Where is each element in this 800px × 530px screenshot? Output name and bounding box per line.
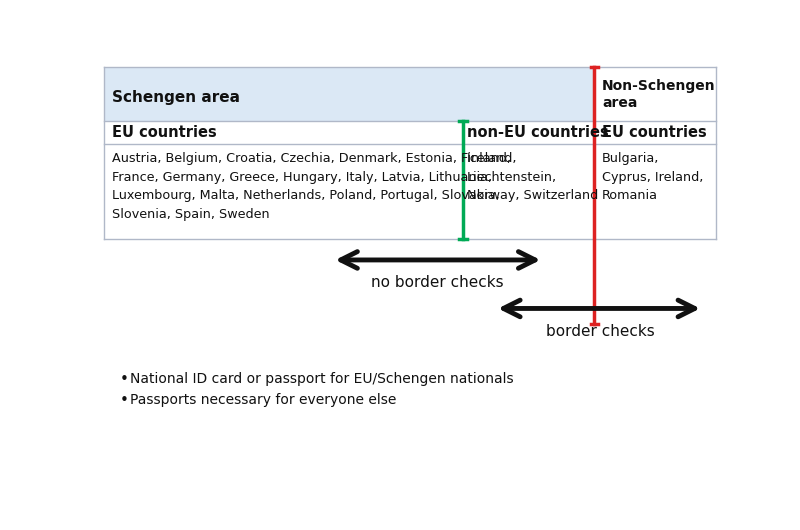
Text: EU countries: EU countries (112, 126, 216, 140)
Text: EU countries: EU countries (602, 126, 707, 140)
Text: border checks: border checks (546, 324, 654, 339)
Text: Iceland,
Liechtenstein,
Norway, Switzerland: Iceland, Liechtenstein, Norway, Switzerl… (466, 152, 598, 202)
Bar (104, 67, 716, 121)
Bar (104, 67, 716, 239)
Text: Non-Schengen
area: Non-Schengen area (602, 79, 716, 110)
Text: Bulgaria,
Cyprus, Ireland,
Romania: Bulgaria, Cyprus, Ireland, Romania (602, 152, 703, 202)
Text: non-EU countries: non-EU countries (466, 126, 608, 140)
Bar (594, 67, 716, 121)
Text: Austria, Belgium, Croatia, Czechia, Denmark, Estonia, Finland,
France, Germany, : Austria, Belgium, Croatia, Czechia, Denm… (112, 152, 510, 220)
Text: •: • (119, 372, 128, 386)
Text: Passports necessary for everyone else: Passports necessary for everyone else (130, 393, 397, 407)
Text: National ID card or passport for EU/Schengen nationals: National ID card or passport for EU/Sche… (130, 372, 514, 386)
Text: Schengen area: Schengen area (112, 90, 240, 104)
Text: •: • (119, 393, 128, 408)
Text: no border checks: no border checks (371, 276, 503, 290)
